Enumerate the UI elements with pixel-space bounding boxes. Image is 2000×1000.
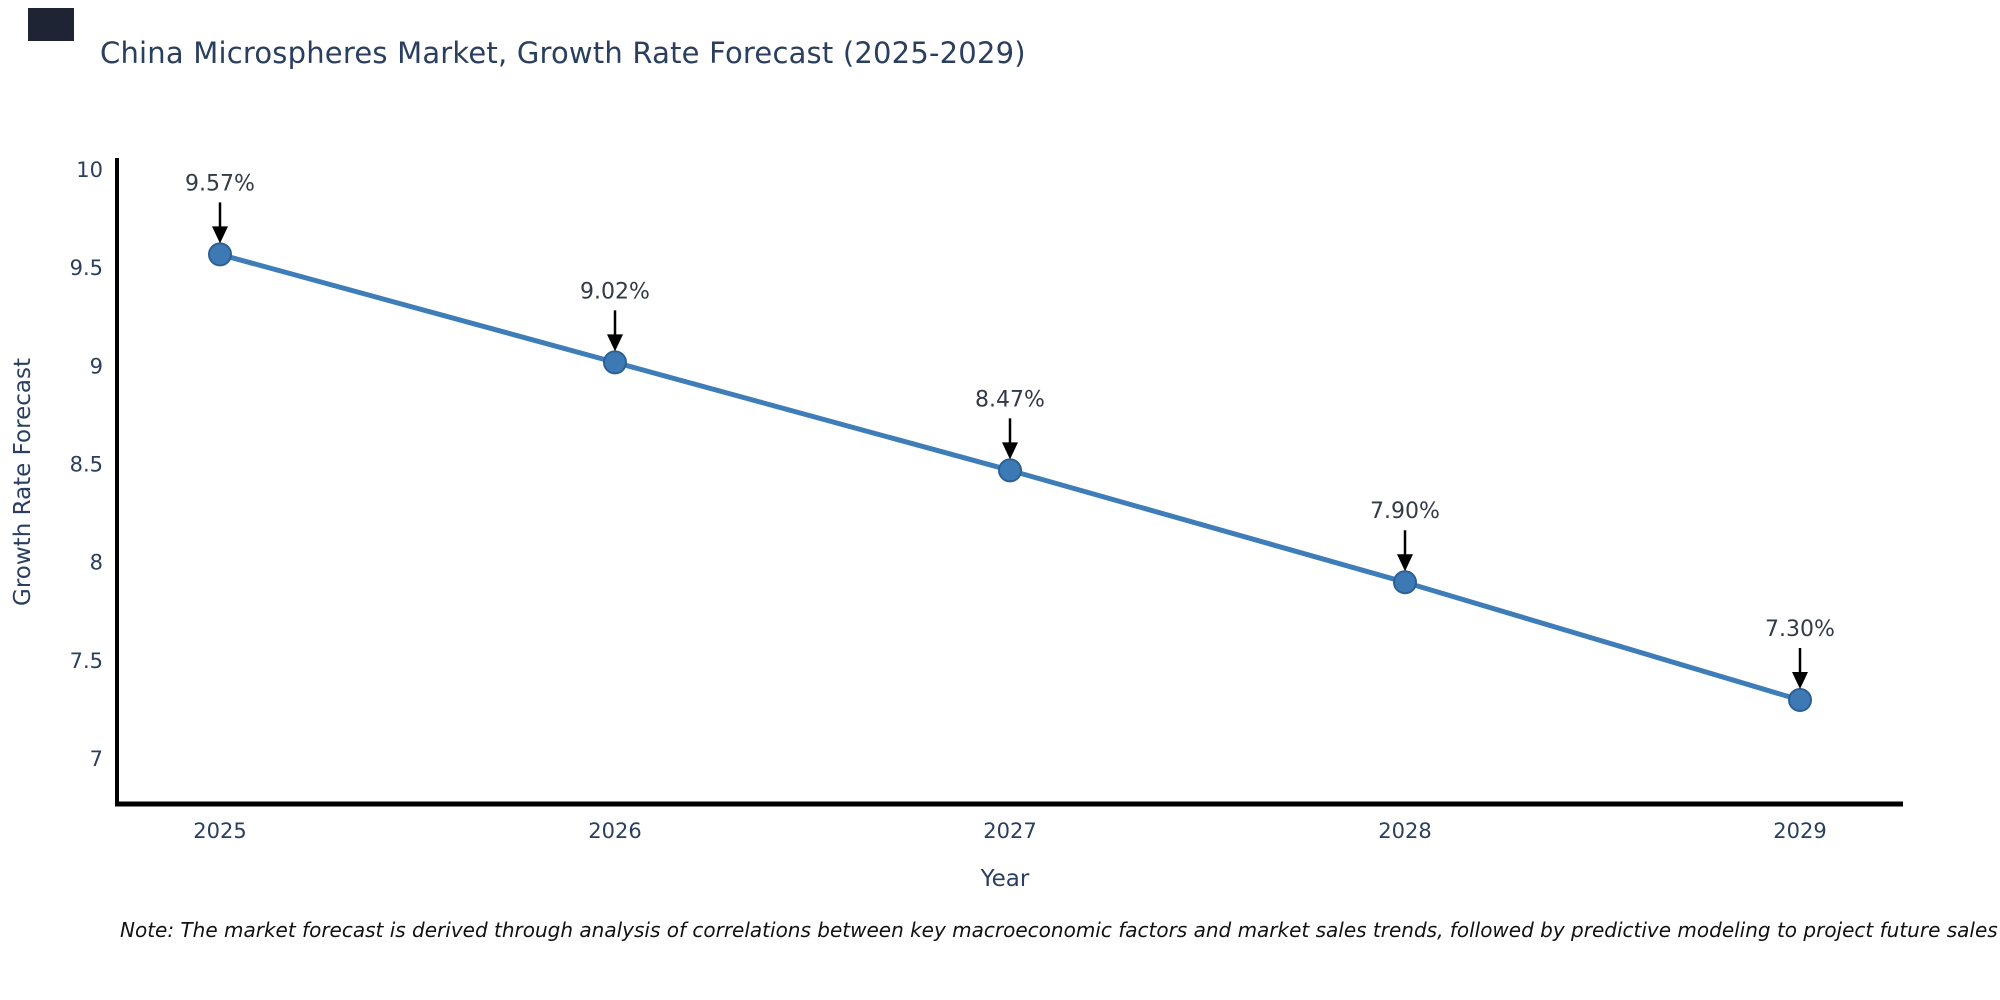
data-point-value-label: 9.02% (580, 279, 650, 304)
data-point-value-label: 7.30% (1765, 617, 1835, 642)
y-tick-label: 8 (90, 551, 103, 575)
annotation-arrow-head (212, 226, 228, 244)
y-tick-label: 7 (90, 747, 103, 771)
x-axis-label: Year (980, 866, 1030, 892)
data-point-value-label: 7.90% (1370, 499, 1440, 524)
data-point-marker (998, 458, 1022, 483)
annotation-arrow-head (1397, 554, 1413, 572)
y-tick-label: 8.5 (70, 452, 103, 476)
y-tick-label: 10 (76, 158, 103, 182)
annotation-arrow-head (1002, 442, 1018, 460)
data-point-marker (1393, 570, 1417, 595)
y-tick-label: 9.5 (70, 256, 103, 280)
chart-title: China Microspheres Market, Growth Rate F… (100, 36, 1026, 70)
y-axis-label: Growth Rate Forecast (10, 358, 36, 606)
x-tick-label: 2029 (1773, 819, 1826, 843)
x-tick-label: 2025 (193, 819, 246, 843)
y-tick-label: 9 (90, 354, 103, 378)
note-text: Note: The market forecast is derived thr… (120, 918, 1998, 942)
x-tick-label: 2027 (983, 819, 1036, 843)
corner-logo-square (28, 8, 74, 41)
data-point-marker (208, 242, 232, 267)
annotation-arrow-head (1792, 672, 1808, 690)
x-tick-label: 2028 (1378, 819, 1431, 843)
annotation-arrow-head (607, 334, 623, 352)
y-tick-label: 7.5 (70, 649, 103, 673)
data-point-value-label: 9.57% (185, 171, 255, 196)
data-point-marker (1788, 688, 1812, 713)
data-point-marker (603, 350, 627, 375)
x-tick-label: 2026 (588, 819, 641, 843)
data-point-value-label: 8.47% (975, 387, 1045, 412)
